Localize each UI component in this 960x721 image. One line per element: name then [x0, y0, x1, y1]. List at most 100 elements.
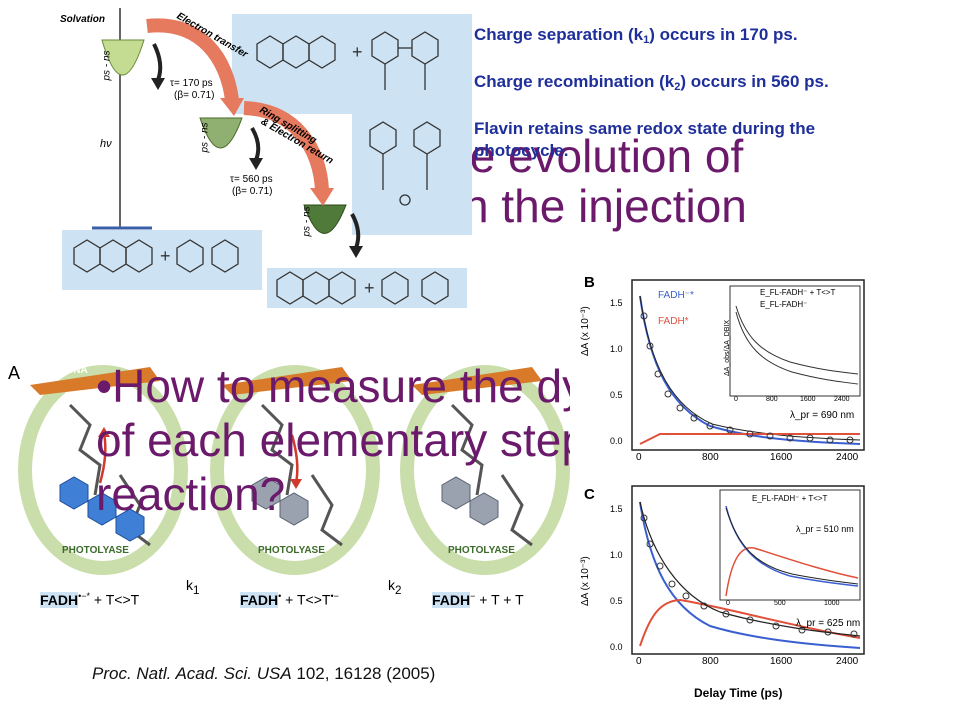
panel-c-inset-xticks: 0 500 1000 — [720, 600, 860, 612]
dimer-molecule-1 — [371, 31, 439, 90]
inset-xtick: 0 — [734, 396, 738, 403]
solvation-label: Solvation — [60, 14, 106, 25]
hv-label: hν — [100, 138, 112, 150]
panel-b-xtick: 0 — [636, 452, 642, 463]
note-charge-recombination: Charge recombination (k2) occurs in 560 … — [474, 72, 829, 93]
panel-c-label: C — [584, 486, 595, 503]
ps-ns-label-2: ps - ns — [199, 122, 211, 153]
panel-a-label: A — [8, 363, 21, 383]
well-2 — [199, 117, 243, 149]
panel-b-label: B — [584, 274, 595, 291]
panel-c-xtick: 1600 — [770, 656, 793, 667]
energy-scheme: + + + Solvation ps - ns ps - ns ps - ns … — [52, 0, 472, 310]
panel-b-ytick: 1.0 — [610, 344, 623, 354]
svg-text:+: + — [364, 278, 375, 298]
panel-b-ylabel: ΔA (x 10⁻³) — [580, 306, 591, 356]
kinetics-graphic — [631, 279, 865, 655]
panel-b-legend-2: FADH* — [658, 316, 689, 327]
photolyase-label-1: PHOTOLYASE — [62, 545, 129, 556]
notes-block: Charge separation (k1) occurs in 170 ps.… — [474, 24, 834, 182]
panel-c-ytick: 0.5 — [610, 596, 623, 606]
scheme-box-3 — [62, 230, 262, 290]
panel-b-xticks: 0 800 1600 2400 — [636, 452, 868, 466]
panel-b-ytick: 0.5 — [610, 390, 623, 400]
panel-b-points — [640, 312, 854, 444]
panel-c-points — [640, 514, 858, 638]
panel-c-ytick: 1.5 — [610, 504, 623, 514]
panel-b-inset-xticks: 0 800 1600 2400 — [730, 396, 860, 408]
panel-b-legend-1: FADH⁻* — [658, 290, 694, 301]
panel-c-lambda: λ_pr = 625 nm — [796, 618, 861, 629]
citation: Proc. Natl. Acad. Sci. USA 102, 16128 (2… — [92, 664, 436, 683]
scheme-box-2 — [352, 95, 472, 235]
inset-xtick: 800 — [766, 396, 778, 403]
species-3: FADH− + T + T — [432, 591, 524, 608]
panel-b-xtick: 1600 — [770, 452, 793, 463]
flavin-molecule-3 — [276, 271, 449, 305]
arrow-ring-splitting — [243, 101, 329, 191]
bullet-line-1: •How to measure the dy — [96, 360, 586, 412]
photolyase-label-3: PHOTOLYASE — [448, 545, 515, 556]
k1-label: k1 — [186, 577, 200, 597]
title-line-2: ith the injection — [440, 180, 747, 232]
panel-b-ytick: 0.0 — [610, 436, 623, 446]
well-3 — [303, 204, 347, 234]
inset-xtick: 1600 — [800, 396, 816, 403]
ps-ns-label-1: ps - ns — [101, 50, 113, 81]
panel-c-inset-lambda: λ_pr = 510 nm — [796, 524, 854, 534]
panel-c-xtick: 0 — [636, 656, 642, 667]
arrow-electron-transfer — [146, 18, 239, 102]
dna-label: DNA — [66, 365, 88, 376]
inset-xtick: 500 — [774, 600, 786, 607]
inset-xtick: 1000 — [824, 600, 840, 607]
panel-b-ytick: 1.5 — [610, 298, 623, 308]
kinetics-figure: B C ΔA (x 10⁻³) ΔA (x 10⁻³) FADH⁻* FADH*… — [570, 266, 870, 716]
tau1-label: τ= 170 ps — [170, 78, 213, 89]
panel-c-xticks: 0 800 1600 2400 — [636, 656, 868, 670]
beta2-label: (β= 0.71) — [232, 186, 273, 197]
flavin-molecule-1 — [256, 35, 336, 69]
panel-c-yticks: 0.0 0.5 1.0 1.5 — [610, 492, 632, 662]
panel-b-inset — [729, 285, 861, 397]
panel-c-ylabel: ΔA (x 10⁻³) — [580, 556, 591, 606]
panel-c-blue-curve — [639, 501, 861, 649]
bullet-line-3: reaction? — [96, 468, 286, 520]
photolyase-label-2: PHOTOLYASE — [258, 545, 325, 556]
x-axis-label: Delay Time (ps) — [694, 686, 783, 700]
panel-b-red-curve — [639, 433, 860, 445]
panel-c-xtick: 2400 — [836, 656, 859, 667]
panel-c-xtick: 800 — [702, 656, 719, 667]
k2-label: k2 — [388, 577, 402, 597]
panel-b-xtick: 2400 — [836, 452, 859, 463]
note-flavin: Flavin retains same redox state during t… — [474, 119, 816, 160]
note-charge-separation: Charge separation (k1) occurs in 170 ps. — [474, 25, 798, 46]
panel-c-inset-legend: E_FL-FADH⁻ + T<>T — [752, 494, 828, 503]
photolyase-panel: A — [0, 355, 600, 620]
inset-xtick: 0 — [726, 600, 730, 607]
bullet-line-2: of each elementary step — [96, 414, 587, 466]
panel-c-ytick: 0.0 — [610, 642, 623, 652]
panel-b-inset-ylabel: ΔA_obs/ΔA_DBIX — [724, 319, 731, 376]
dimer-molecule-2 — [369, 121, 441, 206]
species-1: FADH•−* + T<>T — [40, 591, 140, 608]
flavin-molecule-2 — [73, 239, 239, 273]
title-line-1: he evolution of — [444, 130, 744, 182]
panel-b-inset-legend-2: E_FL-FADH⁻ — [760, 300, 808, 309]
panel-b-xtick: 800 — [702, 452, 719, 463]
svg-text:+: + — [160, 246, 171, 266]
ps-ns-label-3: ps - ns — [301, 206, 313, 237]
panel-c-ytick: 1.0 — [610, 550, 623, 560]
inset-xtick: 2400 — [834, 396, 850, 403]
panel-b-yticks: 0.0 0.5 1.0 1.5 — [610, 286, 632, 456]
scheme-box-4 — [267, 268, 467, 308]
panel-c-red-curve — [639, 598, 861, 647]
tau2-label: τ= 560 ps — [230, 174, 273, 185]
photolyase-graphic — [30, 367, 542, 547]
svg-text:+: + — [352, 42, 363, 62]
panel-b-lambda: λ_pr = 690 nm — [790, 410, 855, 421]
beta1-label: (β= 0.71) — [174, 90, 215, 101]
panel-c-fit-curve — [639, 501, 861, 637]
species-2: FADH• + T<>T•− — [240, 591, 339, 608]
energy-scheme-graphic: + + + — [62, 8, 472, 308]
panel-b-inset-legend-1: E_FL-FADH⁻ + T<>T — [760, 288, 836, 297]
